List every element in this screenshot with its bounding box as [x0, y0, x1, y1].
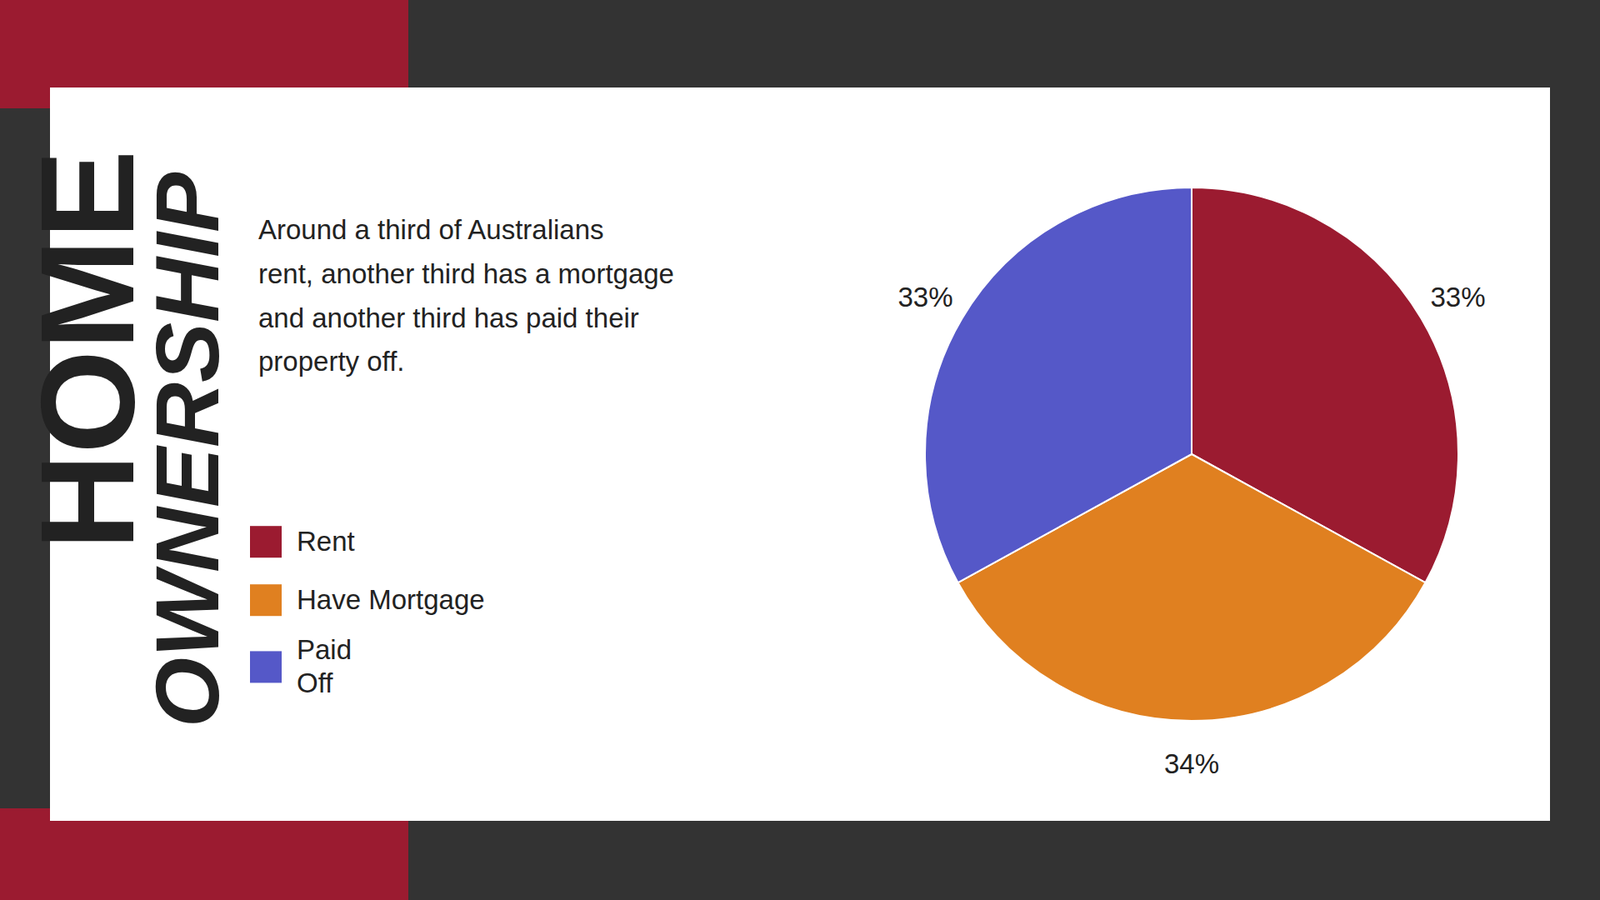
html-text:Around a third of Australians: Around a third of Australians rent, anot…	[258, 214, 675, 377]
html-text:Paid Off: Paid Off	[296, 634, 352, 699]
svg-text:34%: 34%	[1164, 748, 1220, 780]
html-text:OWNERSHIP: OWNERSHIP	[136, 172, 238, 728]
html-text:Have Mortgage: Have Mortgage	[296, 584, 485, 616]
html-text:HOME: HOME	[12, 150, 162, 550]
svg-text:33%: 33%	[1430, 281, 1485, 313]
svg-text:33%: 33%	[897, 281, 953, 313]
html-text:Rent: Rent	[296, 526, 355, 557]
